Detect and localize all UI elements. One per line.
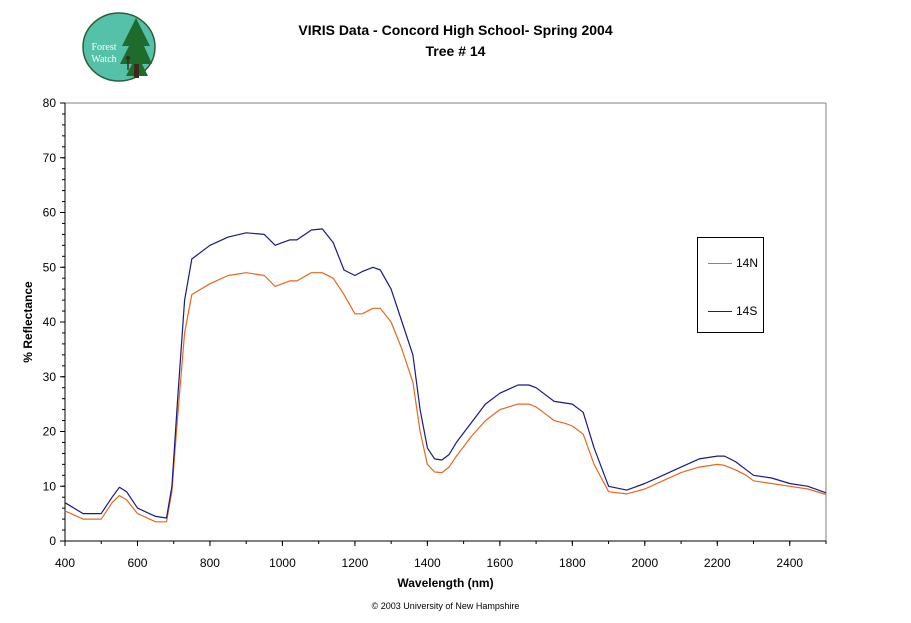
y-tick-label: 50	[43, 260, 57, 274]
logo-text-line1: Forest	[92, 42, 117, 53]
series-line-14s	[64, 228, 827, 519]
chart-subtitle: Tree # 14	[425, 43, 486, 59]
copyright-notice: © 2003 University of New Hampshire	[371, 601, 520, 611]
x-axis-label: Wavelength (nm)	[397, 576, 494, 590]
y-tick-label: 20	[43, 425, 57, 439]
legend-swatch-14n	[708, 262, 732, 264]
forest-watch-logo-graphic: Forest Watch	[82, 12, 156, 82]
x-tick-label: 400	[55, 556, 75, 570]
logo-tree-trunk	[134, 64, 139, 78]
chart-title: VIRIS Data - Concord High School- Spring…	[298, 22, 613, 38]
x-tick-label: 1000	[269, 556, 296, 570]
logo-person-icon	[126, 56, 130, 60]
y-axis-label: % Reflectance	[21, 281, 35, 363]
y-tick-label: 70	[43, 151, 57, 165]
y-tick-label: 60	[43, 206, 57, 220]
chart-axes: 0 10 20 30 40 50 60 70 80 400 600 800 1000 1200 1400 16…	[43, 96, 827, 570]
forest-watch-logo: Forest Watch	[82, 12, 156, 82]
legend-item-14n: 14N	[708, 255, 758, 271]
x-tick-label: 2400	[776, 556, 803, 570]
y-tick-label: 0	[49, 534, 56, 548]
x-tick-label: 2200	[704, 556, 731, 570]
y-tick-label: 40	[43, 315, 57, 329]
legend-swatch-14s	[708, 310, 732, 312]
x-tick-label: 1400	[414, 556, 441, 570]
x-tick-label: 600	[127, 556, 147, 570]
x-tick-label: 2000	[631, 556, 658, 570]
x-tick-label: 1800	[559, 556, 586, 570]
y-tick-label: 10	[43, 479, 57, 493]
x-tick-label: 1600	[487, 556, 514, 570]
series-line-14n	[64, 272, 827, 523]
legend-item-14s: 14S	[708, 303, 757, 319]
y-tick-label: 30	[43, 370, 57, 384]
legend-label-14s: 14S	[736, 304, 758, 318]
legend-label-14n: 14N	[736, 256, 759, 270]
chart-legend: 14N 14S	[697, 237, 764, 333]
chart-lines	[64, 228, 827, 523]
y-tick-label: 80	[43, 96, 57, 110]
x-tick-label: 1200	[342, 556, 369, 570]
x-tick-label: 800	[200, 556, 220, 570]
logo-text-line2: Watch	[91, 54, 116, 65]
